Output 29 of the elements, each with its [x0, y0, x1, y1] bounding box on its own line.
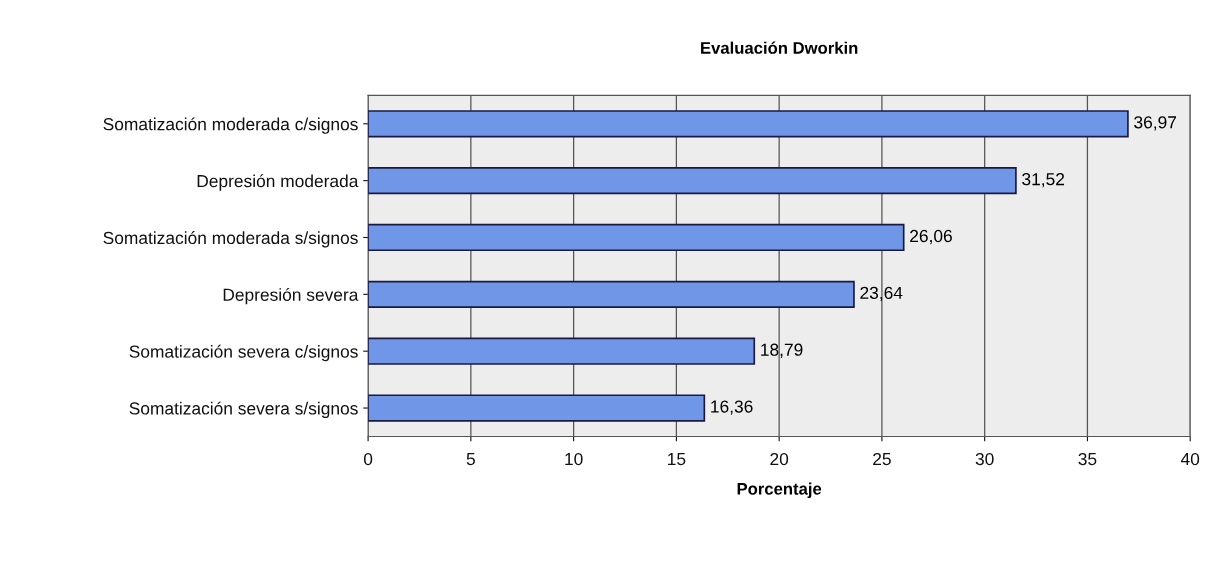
bar	[368, 110, 1129, 138]
y-tick-label: Somatización severa s/signos	[129, 401, 358, 419]
bar	[368, 223, 905, 252]
x-tick-label: 35	[1078, 452, 1097, 466]
x-tick-label: 10	[565, 452, 583, 466]
chart-title: Evaluación Dworkin	[701, 41, 858, 54]
y-tick-label: Somatización moderada c/signos	[103, 117, 358, 134]
bar	[368, 280, 855, 308]
bar	[368, 337, 756, 365]
bar	[368, 394, 706, 422]
bar	[368, 167, 1017, 195]
x-tick-label: 25	[873, 452, 891, 466]
y-tick-label: Depresión moderada	[197, 174, 359, 191]
x-tick-label: 20	[770, 452, 789, 466]
x-tick-label: 30	[975, 452, 994, 466]
x-tick-label: 40	[1180, 452, 1200, 466]
data-label: 26,06	[910, 229, 952, 245]
x-axis-title: Porcentaje	[737, 482, 822, 499]
y-tick-label: Somatización severa c/signos	[129, 344, 358, 362]
data-label: 18,79	[761, 343, 803, 358]
y-tick-label: Somatización moderada s/signos	[103, 231, 358, 248]
x-tick-label: 5	[466, 453, 475, 466]
data-label: 23,64	[860, 286, 903, 302]
data-label: 36,97	[1134, 116, 1177, 131]
data-label: 31,52	[1022, 173, 1065, 188]
data-label: 16,36	[711, 400, 753, 415]
x-tick-label: 0	[363, 452, 373, 466]
x-tick-label: 15	[668, 453, 686, 466]
y-tick-label: Depresión severa	[223, 287, 359, 305]
